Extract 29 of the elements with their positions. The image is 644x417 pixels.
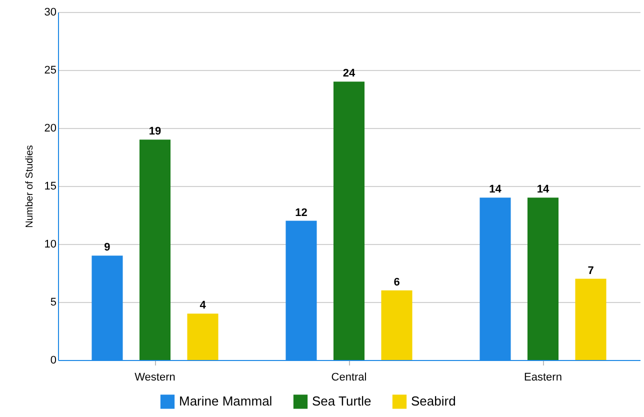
data-label: 4 [200, 300, 207, 312]
x-tick-label: Western [134, 372, 176, 384]
data-label: 12 [295, 206, 308, 219]
data-label: 9 [104, 242, 110, 254]
data-label: 24 [342, 68, 356, 80]
data-label: 14 [489, 184, 502, 196]
bar [333, 82, 365, 360]
y-tick-label: 20 [44, 122, 56, 134]
y-tick-label: 25 [44, 64, 56, 76]
y-tick-label: 15 [44, 180, 56, 192]
y-tick-label: 5 [50, 296, 56, 308]
legend-label: Sea Turtle [312, 394, 372, 409]
y-tick-label: 10 [44, 238, 56, 250]
bar [139, 140, 171, 360]
legend-label: Seabird [411, 394, 456, 409]
data-label: 7 [588, 264, 594, 277]
y-tick-label: 30 [44, 6, 56, 18]
bar [575, 278, 606, 360]
legend-label: Marine Mammal [179, 394, 272, 409]
x-tick-label: Central [331, 372, 367, 384]
bar [527, 198, 559, 360]
y-axis-title: Number of Studies [24, 145, 36, 228]
bar [187, 314, 218, 360]
data-label: 19 [148, 126, 162, 138]
data-label: 6 [394, 276, 400, 288]
y-tick-label: 0 [50, 354, 56, 366]
bar [381, 290, 412, 360]
data-label: 14 [536, 184, 550, 196]
x-tick-label: Eastern [524, 372, 562, 384]
